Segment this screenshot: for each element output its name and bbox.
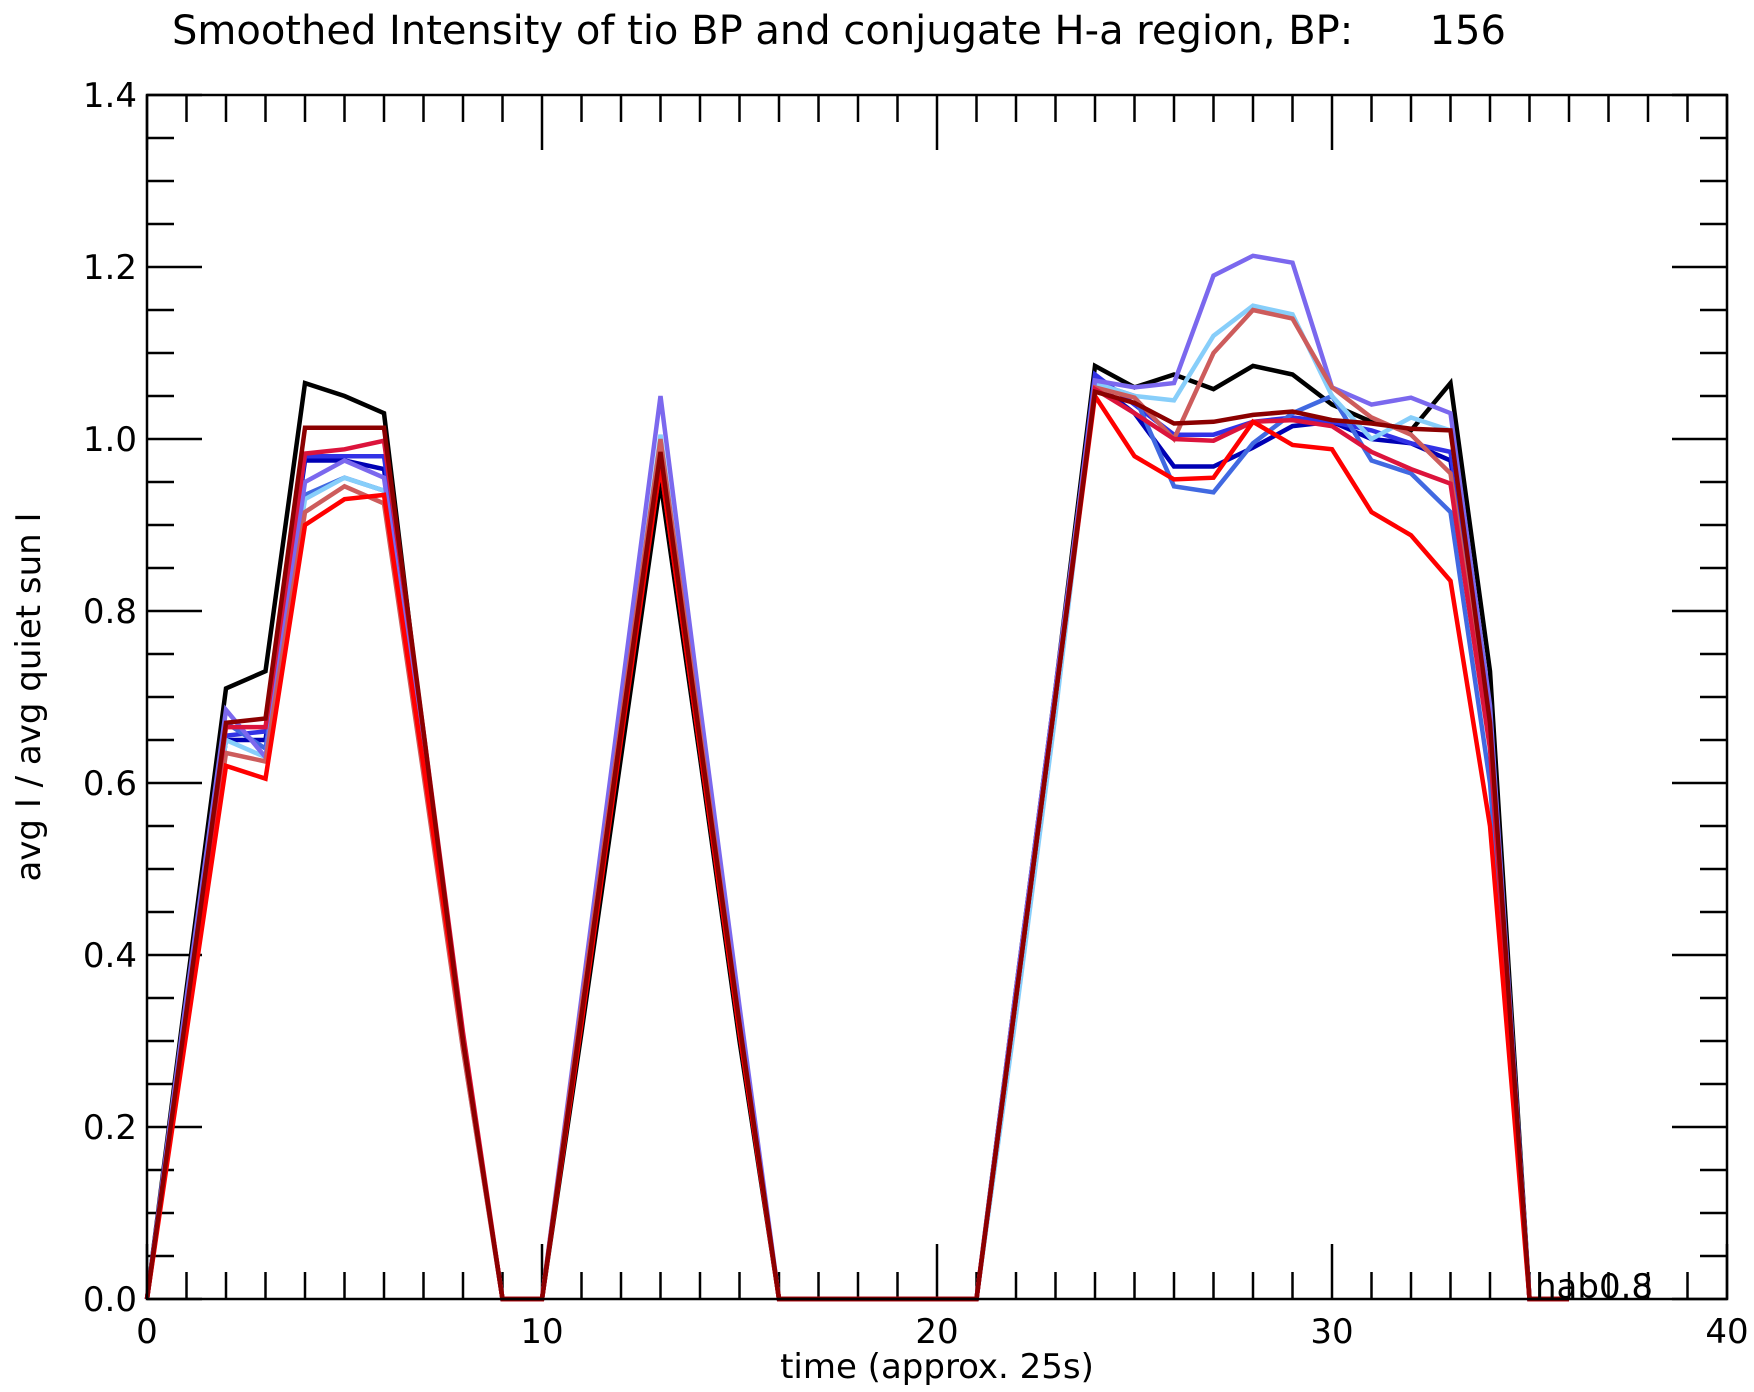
x-axis-label: time (approx. 25s): [780, 1347, 1094, 1387]
series-end-label: hab0.8: [1535, 1267, 1653, 1307]
series-line-2: [144, 378, 1569, 1302]
x-tick-label: 10: [520, 1312, 563, 1352]
y-tick-label: 1.4: [83, 76, 137, 116]
series-line-3: [144, 370, 1569, 1302]
y-tick-label: 1.2: [83, 248, 137, 288]
series-line-1: [144, 362, 1569, 1302]
series-line-10: [144, 388, 1569, 1302]
y-tick-label: 1.0: [83, 420, 137, 460]
y-tick-label: 0.4: [83, 936, 137, 976]
x-tick-label: 0: [136, 1312, 158, 1352]
chart-title: Smoothed Intensity of tio BP and conjuga…: [172, 8, 1506, 54]
series-line-8: [144, 385, 1569, 1302]
y-tick-label: 0.6: [83, 764, 137, 804]
tick-labels: 0 10 20 30 40 0.0 0.2 0.4 0.6 0.8 1.0 1.2 1.4: [83, 76, 1749, 1352]
y-tick-label: 0.2: [83, 1108, 137, 1148]
plot-frame: [145, 93, 1729, 1301]
x-tick-label: 20: [915, 1312, 958, 1352]
y-tick-label: 0.8: [83, 592, 137, 632]
x-tick-label: 30: [1310, 1312, 1353, 1352]
y-axis-label: avg I / avg quiet sun I: [9, 512, 49, 881]
series-lines: [144, 253, 1569, 1302]
series-line-9: [144, 389, 1569, 1302]
series-line-6: [144, 253, 1569, 1302]
x-tick-label: 40: [1705, 1312, 1748, 1352]
series-line-4: [144, 380, 1569, 1302]
y-tick-label: 0.0: [83, 1280, 137, 1320]
